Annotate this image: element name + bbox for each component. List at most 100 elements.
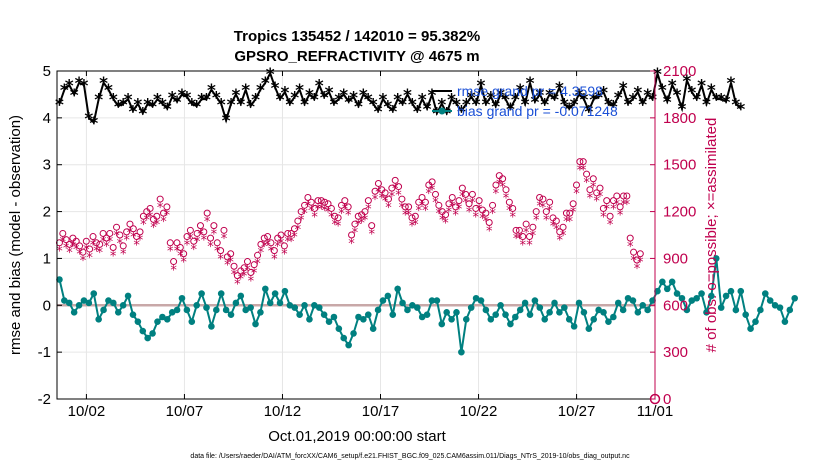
assimilated-point: * xyxy=(476,202,483,217)
assimilated-point: * xyxy=(348,237,355,252)
possible-point xyxy=(203,209,211,217)
possible-point xyxy=(126,220,134,228)
left-tick-label: 2 xyxy=(43,204,51,221)
rmse-point: * xyxy=(486,88,495,108)
possible-point xyxy=(519,233,527,241)
bias-point xyxy=(678,294,686,302)
possible-point xyxy=(599,204,607,212)
bias-point xyxy=(61,297,68,304)
possible-point xyxy=(566,209,574,217)
assimilated-point: * xyxy=(577,163,584,178)
bias-point xyxy=(409,301,416,309)
possible-point xyxy=(139,212,147,220)
rmse-point: * xyxy=(501,91,510,111)
bias-point xyxy=(154,318,161,325)
rmse-point: * xyxy=(575,86,584,106)
bias-point xyxy=(487,316,495,323)
bias-point xyxy=(507,320,514,328)
rmse-point: * xyxy=(511,91,520,111)
possible-point xyxy=(311,204,319,212)
rmse-point: * xyxy=(163,100,172,120)
bias-point xyxy=(610,313,617,321)
bias-point xyxy=(448,316,455,323)
possible-point xyxy=(200,228,208,236)
bias-point xyxy=(541,316,549,323)
assimilated-point: * xyxy=(224,259,231,274)
possible-point xyxy=(482,209,490,217)
rmse-point: * xyxy=(334,91,343,111)
bias-point xyxy=(389,311,397,318)
assimilated-point: * xyxy=(614,198,621,213)
assimilated-point: * xyxy=(107,235,114,250)
possible-point xyxy=(364,197,372,205)
assimilated-point: * xyxy=(251,266,258,281)
rmse-point: * xyxy=(663,93,672,113)
rmse-point: * xyxy=(687,84,696,104)
bias-point xyxy=(634,309,642,316)
assimilated-point: * xyxy=(238,273,245,288)
bias-point xyxy=(428,297,436,304)
bias-point xyxy=(472,294,480,302)
rmse-point: * xyxy=(702,95,711,115)
assimilated-point: * xyxy=(452,209,459,224)
rmse-point: * xyxy=(658,81,667,101)
bias-point xyxy=(698,290,705,297)
assimilated-point: * xyxy=(96,246,103,261)
possible-point xyxy=(613,192,621,200)
bias-point xyxy=(75,301,83,309)
assimilated-point: * xyxy=(305,199,312,214)
possible-point xyxy=(630,248,638,256)
assimilated-point: * xyxy=(415,204,422,219)
possible-point xyxy=(472,204,480,212)
rmse-point: * xyxy=(207,81,216,101)
assimilated-point: * xyxy=(164,209,171,224)
rmse-point: * xyxy=(99,74,108,94)
assimilated-point: * xyxy=(392,182,399,197)
possible-point xyxy=(542,208,550,216)
right-axis-label: # of obs: o=possible; ×=assimilated xyxy=(703,118,720,353)
rmse-point: * xyxy=(75,74,84,94)
assimilated-point: * xyxy=(506,204,513,219)
possible-point xyxy=(448,194,456,202)
possible-point xyxy=(92,239,100,247)
rmse-point: * xyxy=(447,91,456,111)
assimilated-point: * xyxy=(321,204,328,219)
possible-point xyxy=(559,223,567,231)
left-tick-label: -2 xyxy=(38,391,51,408)
assimilated-point: * xyxy=(573,187,580,202)
bias-point xyxy=(438,320,446,328)
bias-point xyxy=(286,301,294,309)
legend-bias-label: bias grand pr = -0.071248 xyxy=(457,103,618,119)
assimilated-point: * xyxy=(66,246,73,261)
rmse-point: * xyxy=(540,95,549,115)
bias-point xyxy=(340,334,348,342)
possible-point xyxy=(227,250,235,258)
possible-point xyxy=(314,197,322,205)
rmse-point: * xyxy=(550,91,559,111)
assimilated-point: * xyxy=(288,235,295,250)
assimilated-point: * xyxy=(493,187,500,202)
assimilated-point: * xyxy=(536,199,543,214)
rmse-point: * xyxy=(295,81,304,101)
left-tick-label: -1 xyxy=(38,344,51,361)
possible-point xyxy=(626,234,634,242)
bias-point xyxy=(512,313,519,321)
left-tick-label: 4 xyxy=(43,110,51,127)
bias-point xyxy=(291,304,299,311)
possible-point xyxy=(502,186,510,194)
rmse-point: * xyxy=(628,91,637,111)
assimilated-point: * xyxy=(244,263,251,278)
edge-obs-marker xyxy=(649,393,661,405)
rmse-point: * xyxy=(315,77,324,97)
possible-point xyxy=(381,189,389,197)
assimilated-point: * xyxy=(546,204,553,219)
possible-point xyxy=(398,195,406,203)
rmse-point: * xyxy=(609,98,618,118)
bias-point xyxy=(183,306,191,314)
possible-point xyxy=(284,229,292,237)
bias-point xyxy=(188,318,196,325)
bias-point xyxy=(521,299,529,307)
bias-point xyxy=(453,309,460,316)
assimilated-point: * xyxy=(261,240,268,255)
assimilated-point: * xyxy=(600,210,607,225)
